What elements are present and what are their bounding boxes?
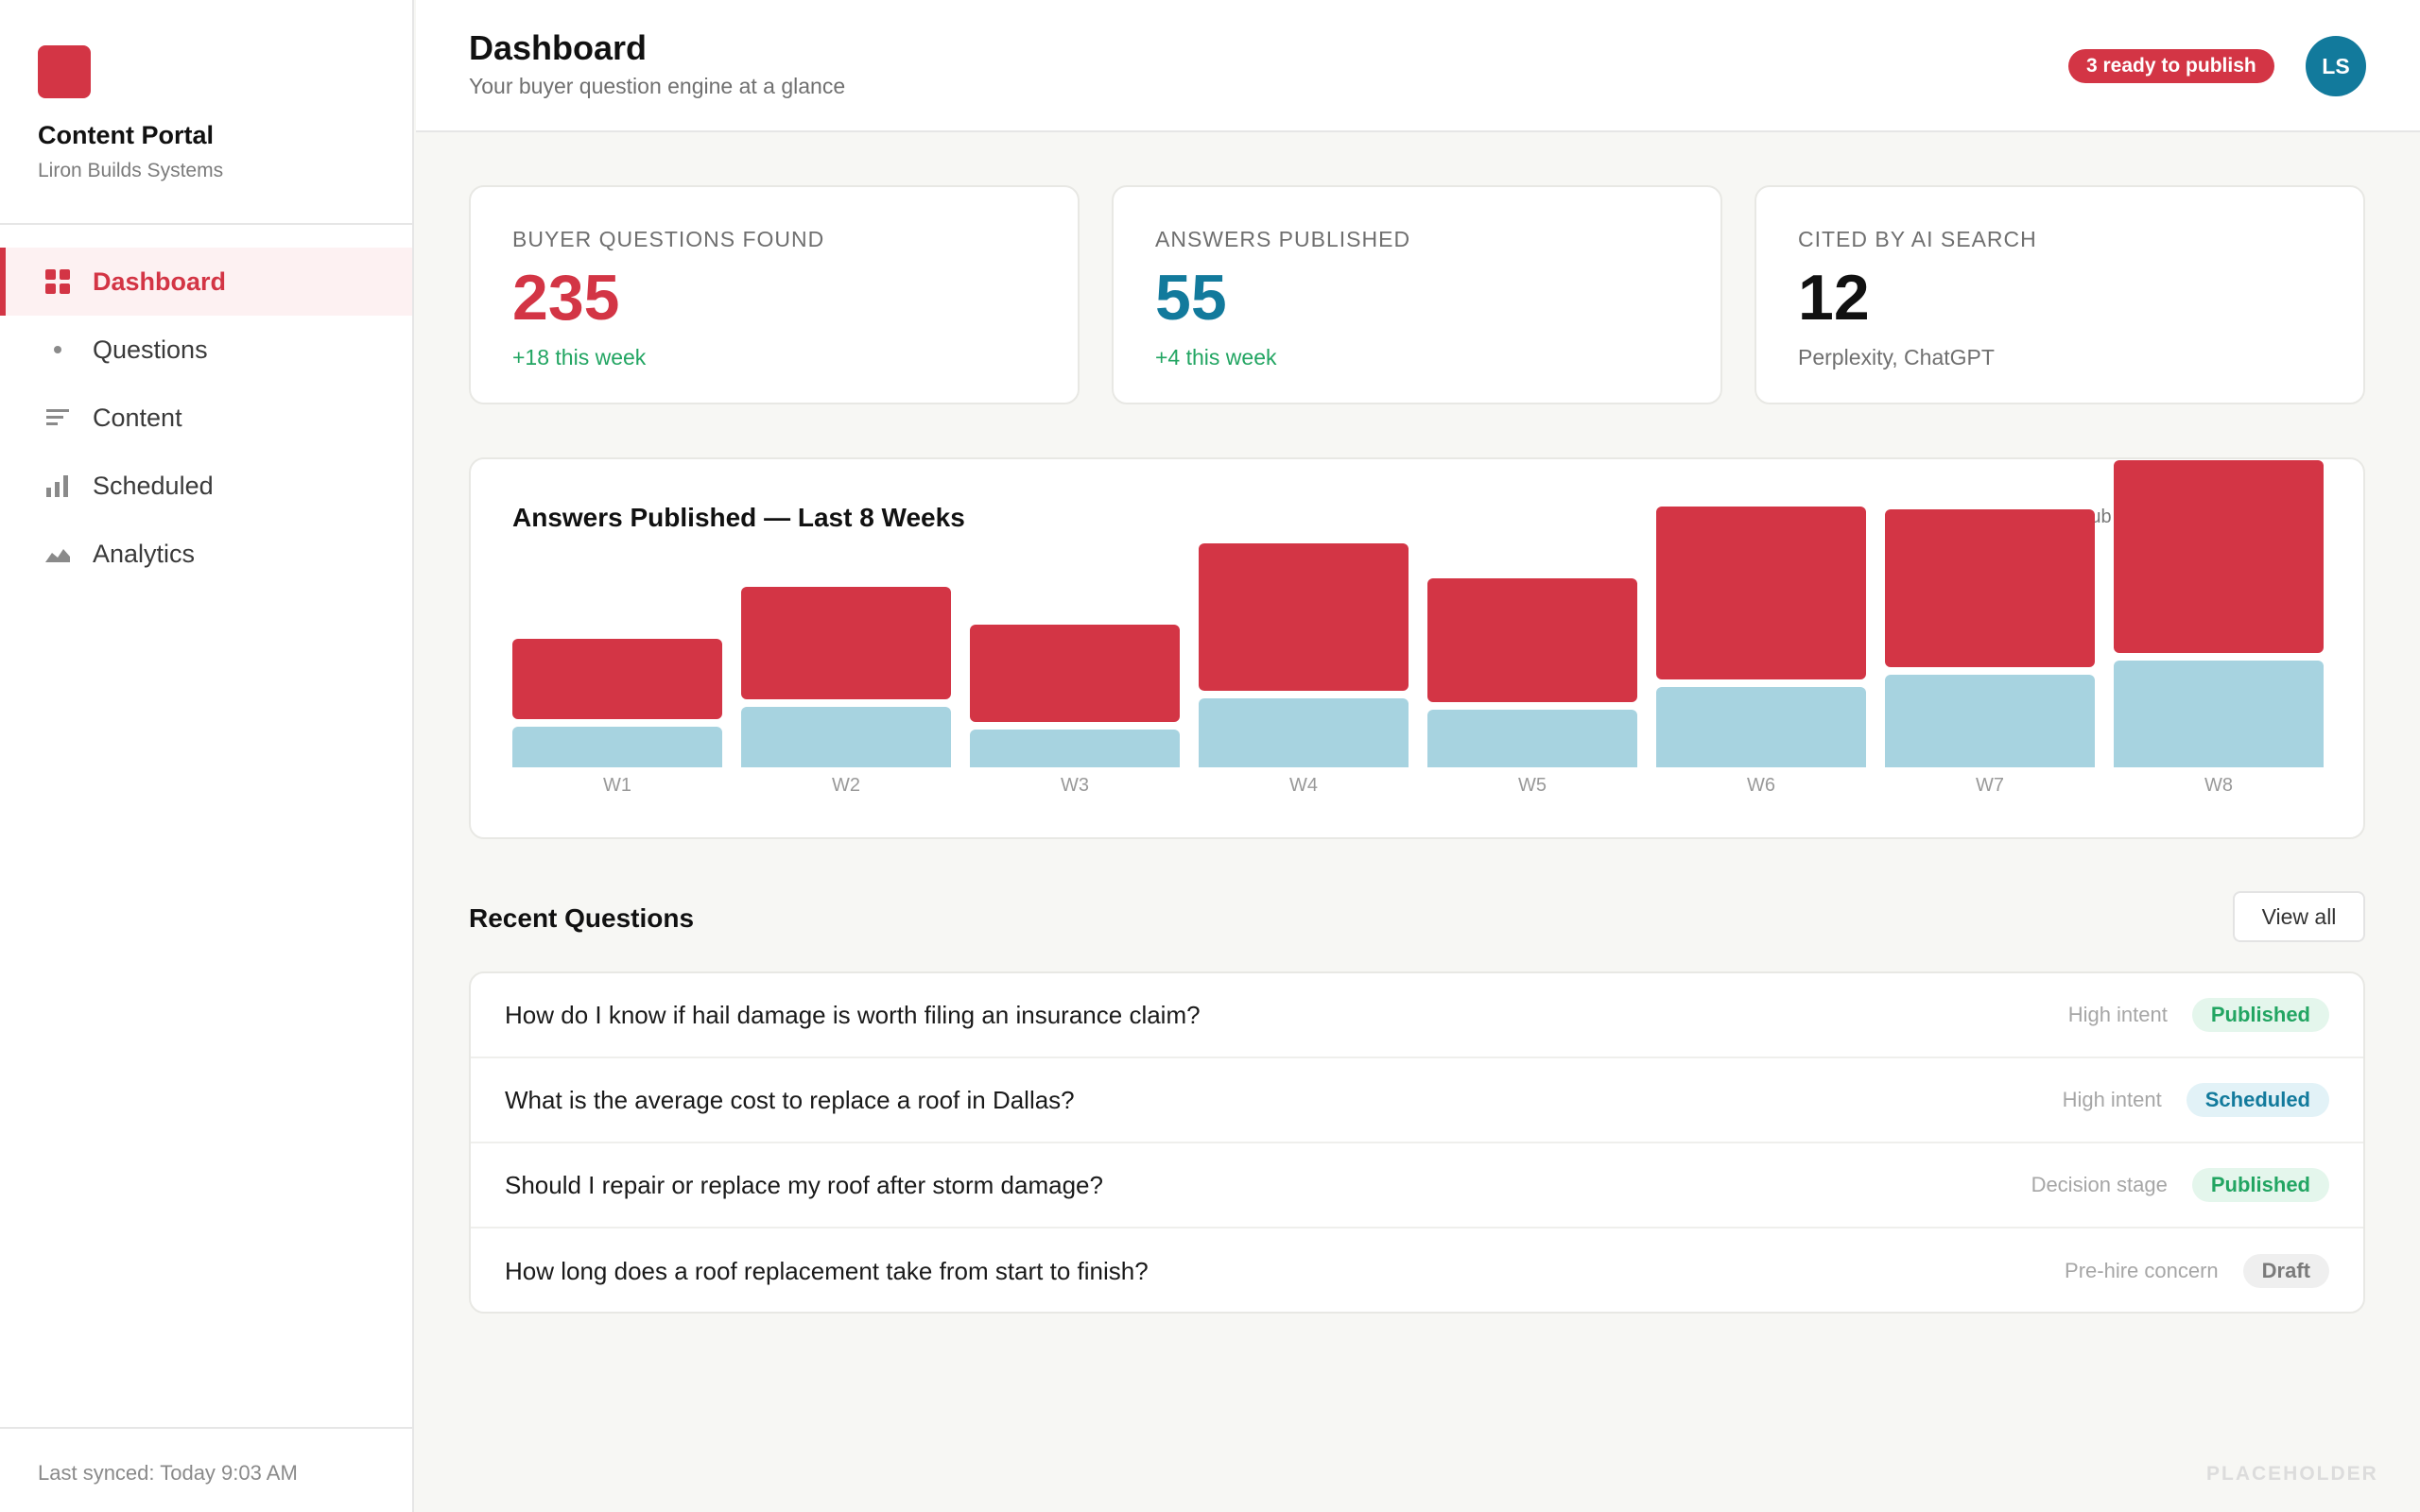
chart-tick-label: W8 [2204, 775, 2233, 796]
chart-tick-label: W7 [1976, 775, 2004, 796]
stat-card-cited: CITED BY AI SEARCH 12 Perplexity, ChatGP… [1754, 185, 2365, 404]
sidebar-nav: Dashboard Questions Content Scheduled An… [0, 248, 412, 588]
chart-bar-published-w6 [1656, 506, 1866, 679]
status-badge: Scheduled [2186, 1083, 2329, 1117]
chart-bar-published-w3 [970, 624, 1180, 723]
question-text: Should I repair or replace my roof after… [505, 1170, 1103, 1199]
chart-bar-lower-w4 [1199, 697, 1409, 767]
chart-bar-published-w7 [1885, 508, 2095, 668]
status-badge: Draft [2242, 1254, 2329, 1288]
chart-tick-label: W3 [1061, 775, 1089, 796]
chart-tick-label: W6 [1747, 775, 1775, 796]
chart-bar-lower-w3 [970, 730, 1180, 767]
chart-bar-published-w5 [1427, 577, 1637, 702]
page-title: Dashboard [469, 28, 648, 67]
page-header: Dashboard Your buyer question engine at … [416, 0, 2420, 132]
chart-bar-lower-w8 [2114, 661, 2324, 767]
answers-chart: Answers Published — Last 8 Weeks Pub W1W… [469, 457, 2365, 839]
dot-icon [43, 335, 72, 364]
chart-tick-label: W1 [603, 775, 631, 796]
chart-tick-label: W5 [1518, 775, 1547, 796]
recent-questions-list: How do I know if hail damage is worth fi… [469, 971, 2365, 1314]
sidebar-item-label: Analytics [93, 539, 196, 568]
stat-label: BUYER QUESTIONS FOUND [512, 227, 825, 251]
stat-card-questions: BUYER QUESTIONS FOUND 235 +18 this week [469, 185, 1080, 404]
area-chart-icon [43, 540, 72, 568]
intent-label: Pre-hire concern [2065, 1259, 2219, 1282]
sidebar-item-questions[interactable]: Questions [0, 316, 412, 384]
status-badge: Published [2191, 1168, 2329, 1202]
sidebar-item-scheduled[interactable]: Scheduled [0, 452, 412, 520]
chart-bar-lower-w6 [1656, 686, 1866, 767]
status-badge: Published [2191, 998, 2329, 1032]
sidebar-item-label: Dashboard [93, 266, 227, 296]
placeholder-watermark: PLACEHOLDER [2206, 1463, 2378, 1485]
stat-sub: +18 this week [512, 345, 647, 369]
question-text: How long does a roof replacement take fr… [505, 1256, 1149, 1285]
chart-bar-lower-w7 [1885, 675, 2095, 767]
chart-tick-label: W4 [1289, 775, 1318, 796]
chart-tick-label: W2 [832, 775, 860, 796]
chart-bar-lower-w2 [741, 706, 951, 767]
brand-title: Content Portal [38, 121, 214, 149]
stat-value: 55 [1155, 262, 1227, 334]
grid-icon [43, 267, 72, 296]
stat-value: 235 [512, 262, 620, 334]
chart-bar-published-w2 [741, 587, 951, 699]
recent-questions-title: Recent Questions [469, 903, 695, 933]
lines-icon [43, 404, 72, 432]
stat-label: CITED BY AI SEARCH [1798, 227, 2037, 251]
brand-subtitle: Liron Builds Systems [38, 160, 224, 181]
bar-chart-icon [43, 472, 72, 500]
intent-label: Decision stage [2031, 1173, 2168, 1196]
stat-value: 12 [1798, 262, 1870, 334]
chart-bar-published-w8 [2114, 459, 2324, 654]
sidebar-item-analytics[interactable]: Analytics [0, 520, 412, 588]
page-subtitle: Your buyer question engine at a glance [469, 74, 846, 98]
sidebar-item-label: Questions [93, 335, 208, 364]
table-row[interactable]: What is the average cost to replace a ro… [471, 1058, 2363, 1143]
sidebar-item-content[interactable]: Content [0, 384, 412, 452]
table-row[interactable]: Should I repair or replace my roof after… [471, 1143, 2363, 1228]
table-row[interactable]: How do I know if hail damage is worth fi… [471, 973, 2363, 1058]
chart-bar-lower-w5 [1427, 710, 1637, 767]
logo [38, 45, 91, 98]
question-text: How do I know if hail damage is worth fi… [505, 1000, 1201, 1029]
table-row[interactable]: How long does a roof replacement take fr… [471, 1228, 2363, 1312]
sidebar: Content Portal Liron Builds Systems Dash… [0, 0, 414, 1512]
stat-sub: Perplexity, ChatGPT [1798, 345, 1995, 369]
chart-bar-lower-w1 [512, 727, 722, 767]
view-all-button[interactable]: View all [2233, 891, 2365, 942]
intent-label: High intent [2067, 1003, 2168, 1026]
intent-label: High intent [2062, 1088, 2162, 1111]
chart-title: Answers Published — Last 8 Weeks [512, 503, 965, 532]
sidebar-item-label: Content [93, 403, 182, 432]
stat-card-answers: ANSWERS PUBLISHED 55 +4 this week [1112, 185, 1722, 404]
sidebar-item-dashboard[interactable]: Dashboard [0, 248, 412, 316]
sidebar-item-label: Scheduled [93, 471, 214, 500]
chart-bar-published-w4 [1199, 543, 1409, 691]
avatar[interactable]: LS [2306, 36, 2366, 96]
stat-sub: +4 this week [1155, 345, 1277, 369]
question-text: What is the average cost to replace a ro… [505, 1085, 1075, 1114]
stat-label: ANSWERS PUBLISHED [1155, 227, 1411, 251]
ready-to-publish-badge[interactable]: 3 ready to publish [2068, 49, 2274, 83]
brand: Content Portal Liron Builds Systems [0, 0, 412, 225]
chart-bar-published-w1 [512, 638, 722, 720]
last-synced: Last synced: Today 9:03 AM [0, 1427, 412, 1512]
